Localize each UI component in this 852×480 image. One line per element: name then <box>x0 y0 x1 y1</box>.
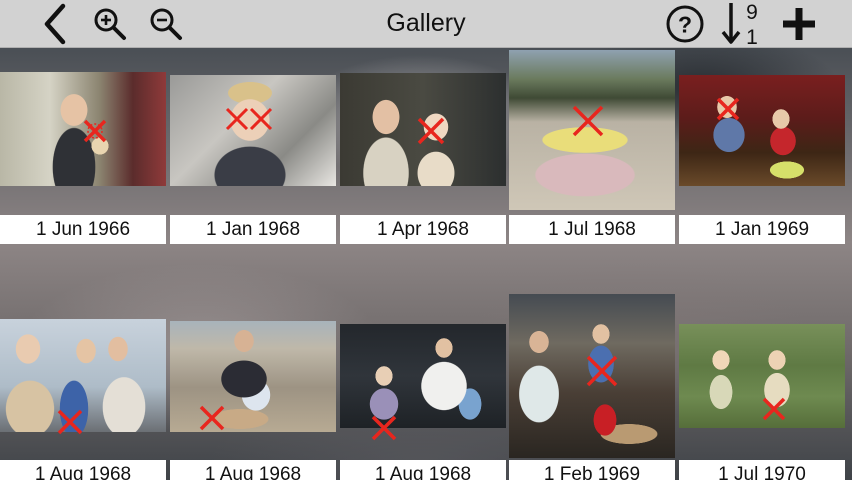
photo-card: 1 Jan 1968 <box>170 48 336 248</box>
face-marker <box>585 354 619 388</box>
photo-card: 1 Jul 1970 <box>679 292 845 480</box>
photo-thumbnail[interactable] <box>340 73 506 186</box>
sort-top-digit: 9 <box>746 1 758 24</box>
photo-thumbnail[interactable] <box>340 324 506 428</box>
plus-icon <box>783 8 815 40</box>
face-x-icon <box>716 97 740 121</box>
face-x-icon <box>586 355 618 387</box>
photo-date: 1 Jan 1968 <box>170 215 336 244</box>
sort-button[interactable]: 9 1 <box>716 0 766 48</box>
zoom-in-icon <box>94 8 126 40</box>
photo-grid: 1 Jun 1966 1 Jan 1968 1 Apr 1968 1 Jul 1… <box>0 48 852 480</box>
face-x-icon <box>371 415 397 441</box>
photo-thumbnail[interactable] <box>509 50 675 210</box>
photo-thumbnail[interactable] <box>679 75 845 186</box>
photo-date: 1 Jan 1969 <box>679 215 845 244</box>
photo-card: 1 Jun 1966 <box>0 48 166 248</box>
photo-card: 1 Aug 1968 <box>0 292 166 480</box>
zoom-out-icon <box>150 8 182 40</box>
photo-date: 1 Jul 1968 <box>509 215 675 244</box>
photo-card: 1 Aug 1968 <box>340 292 506 480</box>
photo-thumbnail[interactable] <box>679 324 845 428</box>
face-marker <box>56 408 84 436</box>
svg-text:?: ? <box>678 12 692 38</box>
photo-card: 1 Jul 1968 <box>509 48 675 248</box>
face-marker <box>416 116 446 146</box>
face-marker <box>198 404 226 432</box>
photo-date: 1 Feb 1969 <box>509 460 675 480</box>
photo-thumbnail[interactable] <box>170 75 336 186</box>
photo-thumbnail[interactable] <box>0 72 166 186</box>
face-marker <box>370 414 398 442</box>
face-x-icon <box>83 119 107 143</box>
face-x-icon <box>225 107 273 131</box>
face-x-icon <box>57 409 83 435</box>
photo-thumbnail[interactable] <box>170 321 336 432</box>
photo-card: 1 Feb 1969 <box>509 292 675 480</box>
face-x-icon <box>199 405 225 431</box>
face-x-icon <box>762 397 786 421</box>
photo-thumbnail[interactable] <box>0 319 166 432</box>
face-marker <box>715 96 741 122</box>
face-marker <box>571 104 605 138</box>
sort-bottom-digit: 1 <box>746 26 758 48</box>
face-marker <box>82 118 108 144</box>
photo-date: 1 Jun 1966 <box>0 215 166 244</box>
photo-date: 1 Jul 1970 <box>679 460 845 480</box>
zoom-out-button[interactable] <box>146 0 186 48</box>
page-title: Gallery <box>386 8 466 37</box>
photo-date: 1 Apr 1968 <box>340 215 506 244</box>
chevron-left-icon <box>44 3 66 45</box>
help-button[interactable]: ? <box>662 0 708 48</box>
photo-date: 1 Aug 1968 <box>170 460 336 480</box>
face-marker <box>761 396 787 422</box>
add-button[interactable] <box>776 0 822 48</box>
face-x-icon <box>417 117 445 145</box>
toolbar: Gallery ? 9 1 <box>0 0 852 48</box>
back-button[interactable] <box>34 0 74 48</box>
photo-thumbnail[interactable] <box>509 294 675 458</box>
photo-date: 1 Aug 1968 <box>0 460 166 480</box>
face-x-icon <box>572 105 604 137</box>
photo-date: 1 Aug 1968 <box>340 460 506 480</box>
help-circle-icon: ? <box>666 5 704 43</box>
photo-card: 1 Jan 1969 <box>679 48 845 248</box>
photo-card: 1 Aug 1968 <box>170 292 336 480</box>
sort-9-1-icon: 9 1 <box>721 1 758 48</box>
zoom-in-button[interactable] <box>90 0 130 48</box>
face-marker <box>224 106 274 132</box>
photo-card: 1 Apr 1968 <box>340 48 506 248</box>
